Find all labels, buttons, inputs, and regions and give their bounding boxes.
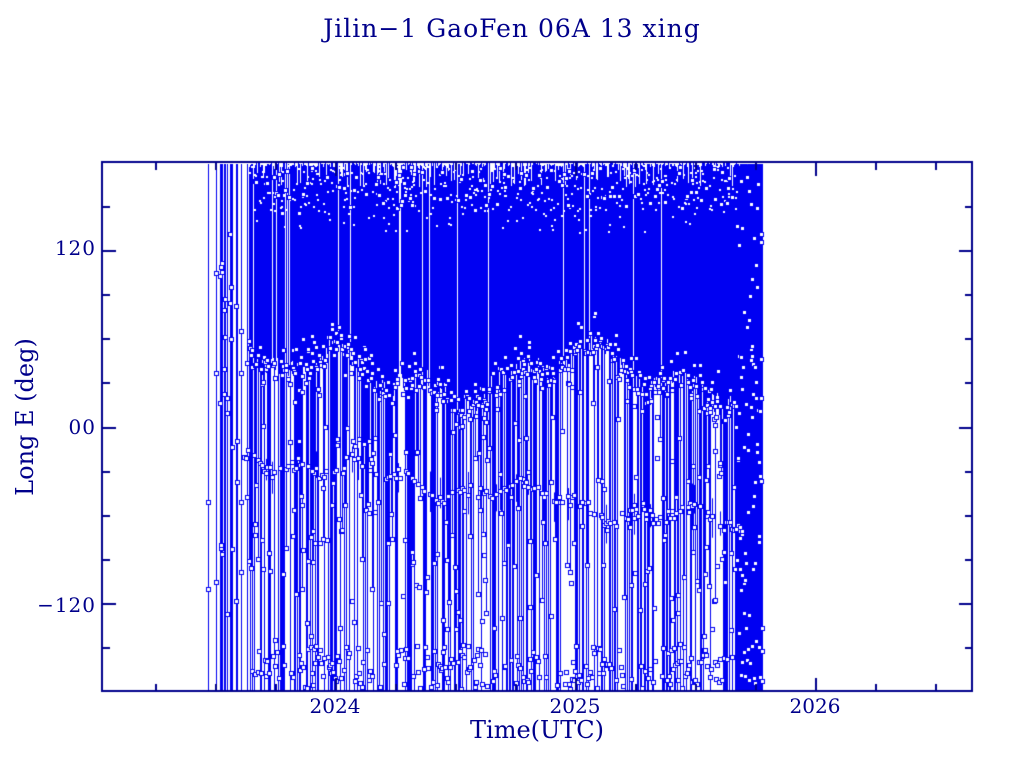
- y-tick-label-00: 00: [68, 415, 96, 439]
- x-tick-label-2025: 2025: [549, 694, 601, 718]
- x-tick-label-2024: 2024: [309, 694, 361, 718]
- y-tick-label-120: 120: [54, 236, 96, 260]
- x-axis-label: Time(UTC): [470, 716, 604, 744]
- chart-title: Jilin−1 GaoFen 06A 13 xing: [323, 14, 701, 43]
- y-tick-label-neg-120: −120: [37, 593, 96, 617]
- x-tick-label-2026: 2026: [789, 694, 841, 718]
